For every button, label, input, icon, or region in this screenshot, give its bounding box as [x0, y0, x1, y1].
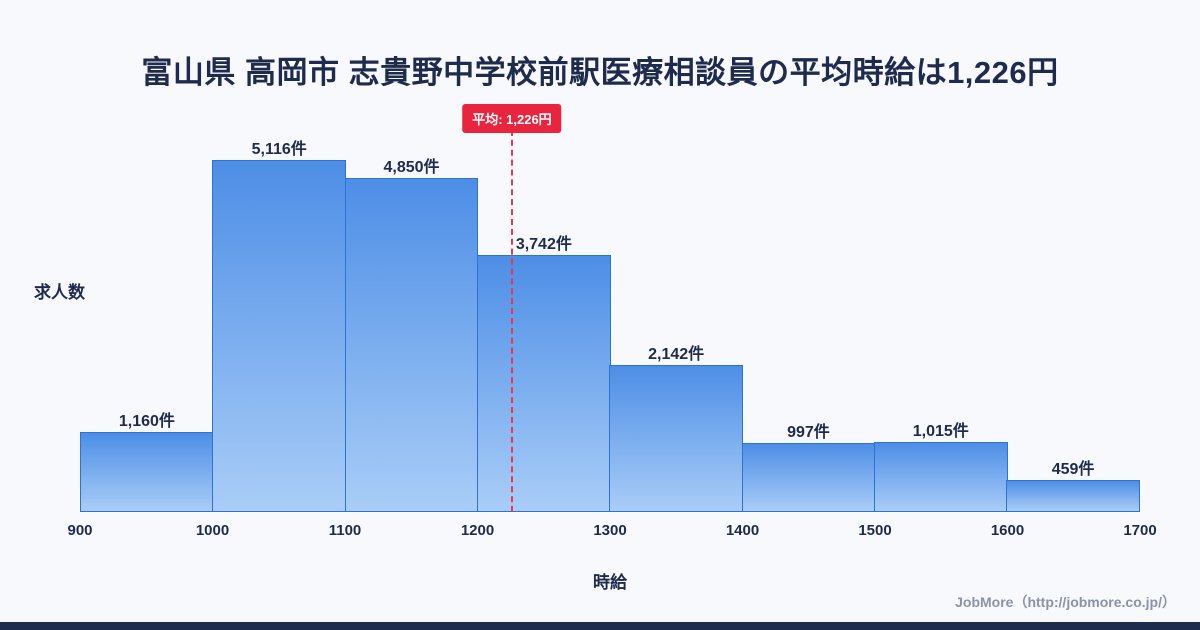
mean-badge: 平均: 1,226円 — [462, 104, 562, 133]
bar-value-label: 1,160件 — [118, 413, 175, 431]
page-title: 富山県 高岡市 志貴野中学校前駅医療相談員の平均時給は1,226円 — [141, 54, 1059, 90]
x-tick-label: 1500 — [858, 522, 892, 539]
bar-value-label: 997件 — [787, 424, 830, 442]
bars: 1,160件 5,116件 4,850件 3,742件 2,142件 997件 1,015件… — [80, 141, 1140, 512]
x-axis-label: 時給 — [593, 573, 627, 592]
bar-value-label: 2,142件 — [648, 345, 705, 363]
histogram-bar: 5,116件 — [212, 141, 347, 512]
histogram-bar: 459件 — [1006, 461, 1140, 512]
bar-value-label: 459件 — [1051, 461, 1095, 479]
histogram-bar: 4,850件 — [344, 159, 479, 512]
bar-value-label: 5,116件 — [251, 141, 307, 158]
histogram-bar: 3,742件 — [476, 236, 611, 512]
x-tick-label: 1400 — [725, 522, 760, 539]
x-tick-label: 1100 — [328, 522, 362, 539]
histogram-bar: 997件 — [741, 424, 876, 512]
histogram-bar: 2,142件 — [609, 346, 744, 512]
x-tick-label: 1200 — [460, 522, 495, 539]
bar-value-label: 3,742件 — [515, 235, 572, 253]
y-axis-label: 求人数 — [34, 283, 85, 302]
mean-line — [510, 120, 513, 512]
x-tick-label: 1000 — [195, 522, 230, 539]
x-tick-label: 1700 — [1123, 522, 1157, 539]
x-tick-label: 900 — [67, 522, 93, 539]
x-tick-label: 1300 — [593, 522, 627, 539]
histogram-chart: 1,160件 5,116件 4,850件 3,742件 2,142件 997件 1,015件… — [67, 104, 1157, 539]
source-credit: JobMore（http://jobmore.co.jp/） — [955, 594, 1176, 610]
bar-value-label: 4,850件 — [383, 159, 440, 177]
bar-value-label: 1,015件 — [912, 423, 969, 441]
histogram-bar: 1,015件 — [873, 423, 1008, 512]
histogram-bar: 1,160件 — [80, 413, 214, 512]
x-tick-label: 1600 — [990, 522, 1025, 539]
x-axis-ticks: 900 1000 1100 1200 1300 1400 1500 1600 1700 — [67, 522, 1156, 542]
bottom-accent-bar — [0, 622, 1200, 630]
